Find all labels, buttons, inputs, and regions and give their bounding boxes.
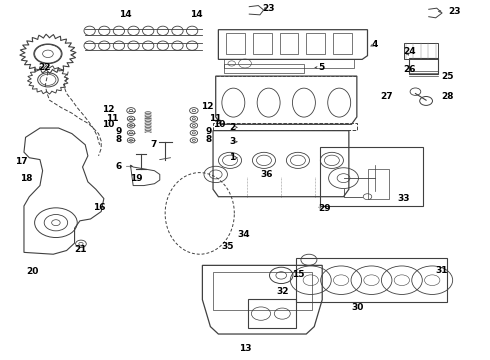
- Bar: [213, 272, 312, 310]
- Bar: [404, 43, 439, 59]
- Text: 14: 14: [119, 10, 131, 19]
- Bar: [319, 147, 423, 206]
- Text: 27: 27: [380, 92, 393, 101]
- Text: 32: 32: [276, 287, 289, 296]
- Text: 11: 11: [106, 113, 118, 122]
- Text: 28: 28: [441, 92, 454, 101]
- Text: 12: 12: [201, 102, 214, 111]
- Bar: [224, 59, 354, 68]
- Text: 24: 24: [404, 48, 416, 57]
- Text: 21: 21: [74, 245, 87, 254]
- Text: 15: 15: [292, 270, 304, 279]
- Text: 12: 12: [102, 105, 115, 114]
- Bar: [280, 33, 298, 54]
- Text: 34: 34: [237, 230, 249, 239]
- Bar: [224, 64, 304, 73]
- Text: 29: 29: [318, 204, 331, 213]
- Text: 23: 23: [263, 4, 275, 13]
- Bar: [306, 33, 325, 54]
- Text: 23: 23: [448, 7, 461, 16]
- Text: 35: 35: [221, 242, 234, 251]
- Text: 6: 6: [115, 162, 122, 171]
- Bar: [368, 169, 389, 199]
- Bar: [295, 258, 447, 302]
- Bar: [253, 33, 271, 54]
- Text: 5: 5: [318, 63, 325, 72]
- Text: 9: 9: [115, 127, 122, 136]
- Text: 30: 30: [352, 303, 364, 312]
- Text: 36: 36: [260, 170, 272, 179]
- Text: 19: 19: [130, 174, 143, 183]
- Text: 1: 1: [229, 153, 235, 162]
- Text: 8: 8: [115, 135, 122, 144]
- Text: 25: 25: [441, 72, 454, 81]
- Text: 11: 11: [209, 113, 221, 122]
- Text: 2: 2: [229, 123, 235, 132]
- Text: 20: 20: [26, 267, 38, 276]
- Text: 31: 31: [436, 266, 448, 275]
- Text: 17: 17: [15, 157, 28, 166]
- Bar: [213, 123, 357, 130]
- Text: 26: 26: [404, 65, 416, 74]
- Text: 18: 18: [21, 174, 33, 183]
- Text: 8: 8: [205, 135, 211, 144]
- Text: 16: 16: [93, 203, 106, 212]
- Text: 9: 9: [205, 127, 211, 136]
- Text: 22: 22: [39, 63, 51, 72]
- Bar: [333, 33, 351, 54]
- Bar: [226, 33, 245, 54]
- Text: 10: 10: [102, 120, 115, 129]
- Text: 13: 13: [239, 345, 251, 354]
- Bar: [247, 299, 295, 328]
- Text: 4: 4: [372, 40, 378, 49]
- Text: 14: 14: [190, 10, 202, 19]
- Text: 10: 10: [213, 120, 225, 129]
- Text: 7: 7: [151, 140, 157, 149]
- Text: 3: 3: [229, 137, 235, 146]
- Bar: [409, 58, 439, 74]
- Text: 33: 33: [397, 194, 410, 203]
